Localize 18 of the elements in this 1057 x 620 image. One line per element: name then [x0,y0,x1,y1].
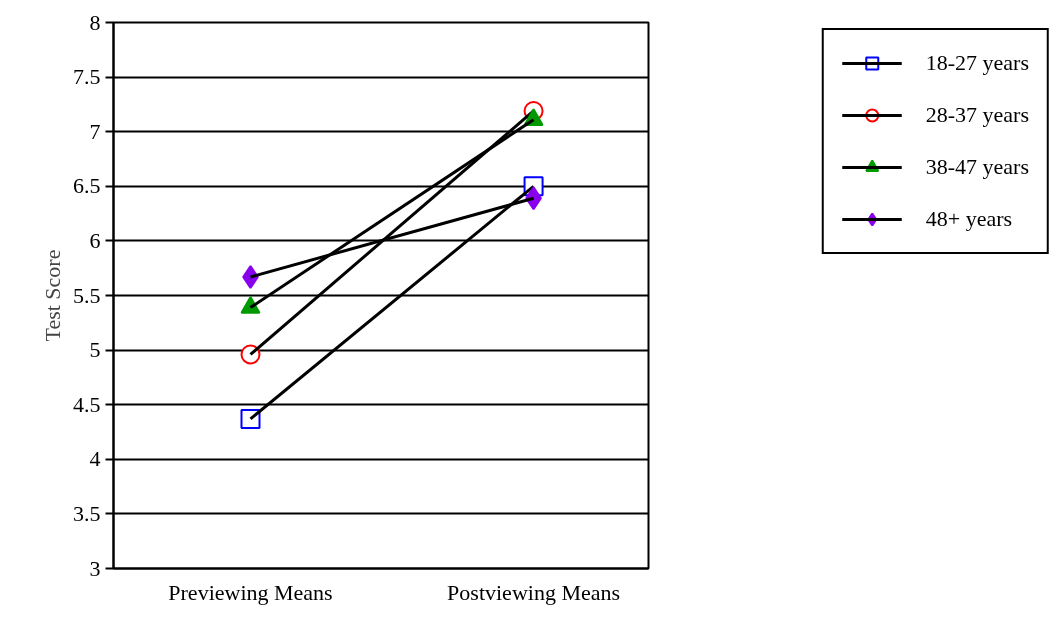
x-tick-label: Postviewing Means [447,579,621,605]
y-axis-title: Test Score [40,249,65,342]
legend-label: 18-27 years [925,50,1029,76]
y-tick-label: 4.5 [73,391,101,417]
y-tick-label: 6 [89,227,101,253]
legend-label: 38-47 years [925,154,1029,180]
x-tick-label: Previewing Means [168,579,333,605]
y-tick-label: 8 [89,9,101,35]
y-tick-label: 5.5 [73,282,101,308]
y-tick-label: 6.5 [73,173,101,199]
y-tick-label: 7 [89,118,101,144]
legend-label: 48+ years [925,206,1013,232]
y-tick-label: 3 [89,555,101,581]
y-tick-label: 3.5 [73,500,101,526]
y-tick-label: 5 [89,337,101,363]
legend-label: 28-37 years [925,102,1029,128]
y-tick-label: 7.5 [73,64,101,90]
y-tick-label: 4 [89,446,101,472]
